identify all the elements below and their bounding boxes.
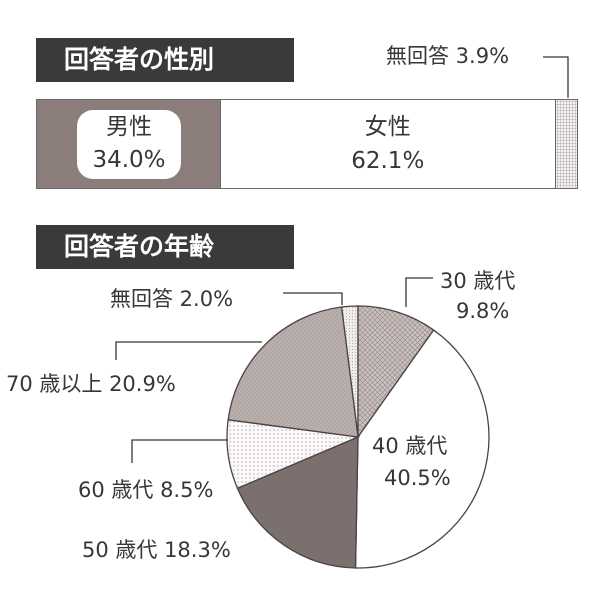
female-label: 女性 bbox=[364, 114, 411, 140]
leader-30 bbox=[405, 277, 433, 307]
male-label: 男性 bbox=[106, 114, 152, 140]
age-70-label: 70 歳以上 20.9% bbox=[6, 372, 176, 396]
leader-na bbox=[283, 292, 343, 305]
leader-gender-na bbox=[543, 56, 569, 98]
bar-segment-female: 女性 62.1% bbox=[220, 100, 556, 188]
bar-segment-male: 男性 34.0% bbox=[37, 100, 221, 188]
age-30-pct: 9.8% bbox=[456, 299, 510, 323]
gender-heading: 回答者の性別 bbox=[36, 38, 294, 82]
bar-segment-na bbox=[555, 100, 577, 188]
age-heading: 回答者の年齢 bbox=[36, 225, 294, 269]
gender-na-label: 無回答 3.9% bbox=[386, 44, 510, 68]
pie-slice-40s bbox=[354, 329, 490, 569]
leader-60 bbox=[131, 439, 228, 463]
age-40-name: 40 歳代 bbox=[372, 434, 448, 458]
age-60-label: 60 歳代 8.5% bbox=[78, 478, 214, 502]
gender-bar: 男性 34.0% 女性 62.1% bbox=[36, 99, 578, 189]
female-pct: 62.1% bbox=[351, 148, 425, 174]
age-50-label: 50 歳代 18.3% bbox=[82, 538, 231, 562]
pie-slice-30s bbox=[357, 305, 435, 440]
age-na-label: 無回答 2.0% bbox=[110, 287, 234, 311]
age-30-name: 30 歳代 bbox=[440, 269, 516, 293]
pie-slice-50s bbox=[236, 436, 359, 569]
pie-slice-70plus bbox=[227, 306, 359, 438]
male-pct: 34.0% bbox=[92, 147, 166, 173]
leader-70 bbox=[115, 341, 262, 360]
male-label-box: 男性 34.0% bbox=[77, 110, 181, 179]
age-40-pct: 40.5% bbox=[384, 466, 451, 490]
